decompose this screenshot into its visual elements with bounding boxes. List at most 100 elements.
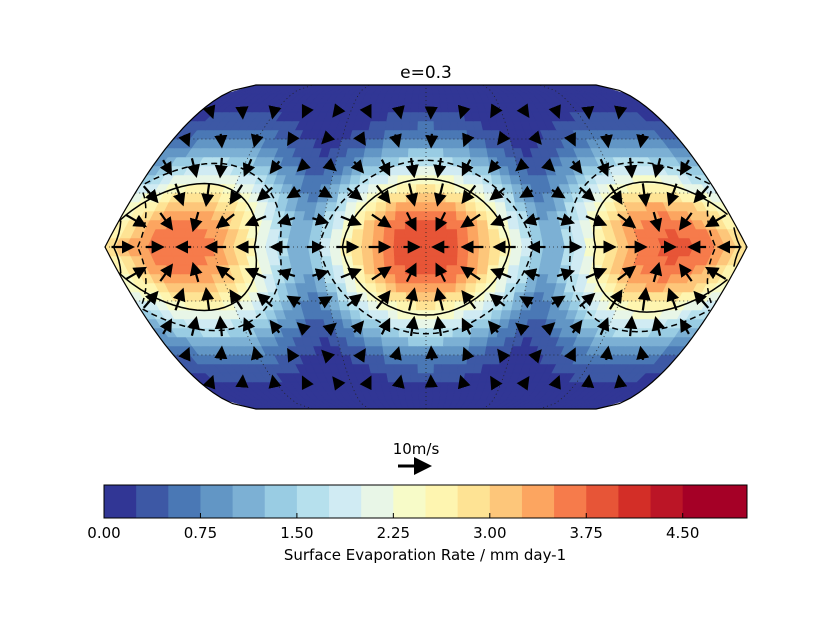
heat-cell <box>362 255 375 266</box>
heat-cell <box>373 138 385 149</box>
heat-cell <box>417 129 427 140</box>
heat-cell <box>468 147 480 158</box>
heat-cell <box>442 345 453 356</box>
heat-cell <box>415 183 427 194</box>
wind-vector <box>172 183 186 207</box>
wind-vector <box>371 266 392 281</box>
wind-vector <box>433 287 447 311</box>
heat-cell <box>473 183 485 194</box>
colorbar: 0.00 0.75 1.50 2.25 3.00 3.75 4.50 Surface Eva… <box>87 484 748 564</box>
wind-vector <box>214 133 228 149</box>
heat-cell <box>384 210 397 221</box>
heat-cell <box>351 85 371 95</box>
heat-cell <box>476 219 489 230</box>
heat-cell <box>375 282 387 293</box>
heat-cell <box>330 228 344 239</box>
wind-vector <box>296 158 311 172</box>
wind-vector <box>159 263 174 282</box>
wind-vector <box>666 183 680 207</box>
heat-cell <box>405 282 417 293</box>
heat-cell <box>425 237 438 248</box>
heat-cell <box>478 246 491 257</box>
heat-cell <box>425 85 434 95</box>
heat-cell <box>384 363 395 374</box>
wind-vector <box>350 159 365 174</box>
wind-vector <box>516 375 530 391</box>
wind-vector <box>435 211 448 232</box>
wind-vector <box>585 214 608 227</box>
wind-vector <box>624 157 638 179</box>
heat-cell <box>359 174 371 185</box>
heat-cell <box>573 85 607 95</box>
heat-cell <box>375 201 387 212</box>
heat-cell <box>432 390 441 401</box>
heat-cell <box>425 273 437 284</box>
wind-vector <box>389 133 402 148</box>
wind-vector <box>269 159 283 175</box>
wind-vector <box>564 131 576 147</box>
heat-cell <box>425 246 438 257</box>
heat-cell <box>436 255 448 266</box>
heat-cell <box>498 85 521 95</box>
heat-cell <box>459 138 470 149</box>
heat-cell <box>394 264 406 275</box>
heat-cell <box>349 174 362 185</box>
heat-cell <box>307 237 321 248</box>
heat-cell <box>357 183 370 194</box>
heat-cell <box>425 102 434 113</box>
heat-cell <box>451 147 462 158</box>
heat-cell <box>418 93 427 104</box>
heat-cell <box>550 85 581 95</box>
heat-cell <box>507 219 520 230</box>
map-panel <box>104 84 748 410</box>
quiver-key: 10m/s <box>393 440 440 475</box>
wind-vector <box>256 292 273 308</box>
heat-cell <box>465 85 481 95</box>
heat-cell <box>522 85 547 95</box>
heat-cell <box>425 210 437 221</box>
colorbar-tick-label: 1.50 <box>280 524 313 542</box>
wind-vector <box>516 103 530 119</box>
heat-cell <box>531 246 545 257</box>
heat-cell <box>460 147 471 158</box>
heat-cell <box>400 354 411 365</box>
wind-vector <box>515 157 530 172</box>
heat-cell <box>331 85 354 95</box>
wind-vector <box>433 157 447 179</box>
colorbar-bin <box>618 485 652 518</box>
wind-vector <box>322 322 337 337</box>
wind-vector <box>617 265 637 281</box>
wind-vector <box>340 267 362 281</box>
heat-cell <box>326 291 340 302</box>
heat-cell <box>371 327 382 338</box>
wind-vector <box>614 105 628 120</box>
heat-cell <box>439 102 449 113</box>
heat-cell <box>307 246 321 257</box>
heat-cell <box>417 120 427 131</box>
wind-vector <box>346 187 363 201</box>
heat-cell <box>415 228 427 239</box>
heat-cell <box>404 246 416 257</box>
wind-vector <box>322 157 337 172</box>
wind-vector <box>649 261 663 283</box>
heat-cell <box>455 282 467 293</box>
wind-vector <box>242 317 256 336</box>
wind-vector <box>433 315 447 337</box>
heat-cell <box>297 246 311 257</box>
heat-cell <box>418 390 427 401</box>
heat-cell <box>441 120 451 131</box>
heat-cell <box>397 165 409 176</box>
heat-cell <box>324 85 348 95</box>
heat-cell <box>450 345 461 356</box>
heat-cell <box>309 228 323 239</box>
heat-cell <box>425 120 435 131</box>
quiver-key-label: 10m/s <box>393 440 440 458</box>
wind-vector <box>490 267 512 281</box>
heat-cell <box>455 201 467 212</box>
heat-cell <box>411 93 420 104</box>
heat-cell <box>409 111 419 122</box>
heat-cell <box>350 246 364 257</box>
heat-cell <box>340 174 352 185</box>
heat-cell <box>403 102 413 113</box>
heat-cell <box>462 174 474 185</box>
